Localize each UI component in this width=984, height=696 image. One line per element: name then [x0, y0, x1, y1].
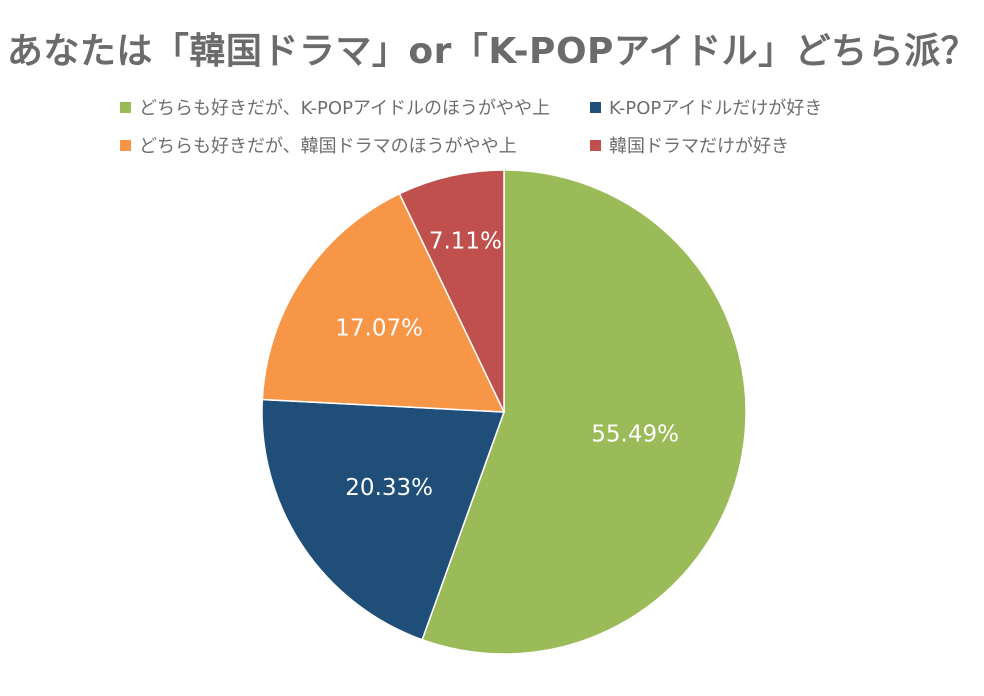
chart-title: あなたは「韓国ドラマ」or「K-POPアイドル」どちら派？	[6, 31, 978, 72]
data-label: 55.49%	[591, 421, 679, 447]
slice-drama-only	[398, 169, 505, 413]
legend-label: K-POPアイドルだけが好き	[609, 98, 823, 119]
slice-drama-slightly-more	[261, 192, 506, 413]
data-label: 20.33%	[345, 475, 433, 501]
legend-label: どちらも好きだが、K-POPアイドルのほうがやや上	[139, 98, 551, 119]
slice-kpop-slightly-more	[421, 169, 747, 655]
legend-item-drama-slightly-more: どちらも好きだが、韓国ドラマのほうがやや上	[120, 132, 590, 158]
legend-item-kpop-slightly-more: どちらも好きだが、K-POPアイドルのほうがやや上	[120, 94, 590, 120]
legend-label: どちらも好きだが、韓国ドラマのほうがやや上	[139, 136, 517, 157]
legend-item-drama-only: 韓国ドラマだけが好き	[590, 132, 880, 158]
legend-swatch-navy	[590, 101, 601, 113]
legend-label: 韓国ドラマだけが好き	[609, 136, 789, 157]
data-label: 7.11%	[429, 229, 502, 255]
legend-item-kpop-only: K-POPアイドルだけが好き	[590, 94, 880, 120]
legend-swatch-orange	[120, 139, 131, 151]
legend-swatch-red	[590, 139, 601, 151]
legend: どちらも好きだが、K-POPアイドルのほうがやや上 K-POPアイドルだけが好き…	[120, 94, 880, 158]
data-label: 17.07%	[335, 315, 423, 341]
slice-kpop-only	[261, 398, 506, 641]
legend-swatch-green	[120, 101, 131, 113]
